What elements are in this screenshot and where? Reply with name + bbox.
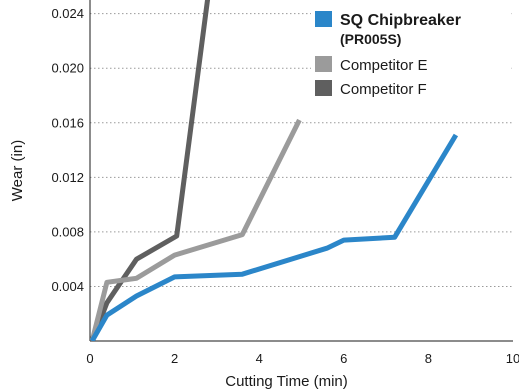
- y-tick-label-4: 0.020: [51, 61, 84, 76]
- legend-label-competitor-f: Competitor F: [340, 81, 427, 98]
- y-axis-label: Wear (in): [9, 140, 26, 201]
- series-line-sq-chipbreaker: [90, 133, 459, 341]
- series-line-competitor-e: [90, 118, 302, 341]
- y-tick-label-0: 0.004: [51, 279, 84, 294]
- y-tick-label-5: 0.024: [51, 6, 84, 21]
- legend-sublabel-sq-chipbreaker: (PR005S): [340, 31, 401, 47]
- x-tick-label-1: 2: [171, 351, 178, 366]
- legend-swatch-competitor-f: [315, 80, 332, 96]
- x-tick-label-0: 0: [86, 351, 93, 366]
- axes-layer: [89, 0, 513, 342]
- x-axis-label: Cutting Time (min): [225, 373, 348, 389]
- series-line-competitor-f: [90, 0, 211, 341]
- x-tick-label-2: 4: [256, 351, 263, 366]
- legend-swatch-competitor-e: [315, 56, 332, 72]
- legend-label-competitor-e: Competitor E: [340, 57, 428, 74]
- y-tick-label-2: 0.012: [51, 170, 84, 185]
- legend: SQ Chipbreaker (PR005S) Competitor E Compet…: [311, 4, 511, 100]
- x-tick-label-5: 10: [506, 351, 519, 366]
- legend-label-sq-chipbreaker: SQ Chipbreaker: [340, 12, 461, 29]
- legend-swatch-sq-chipbreaker: [315, 11, 332, 27]
- y-tick-label-3: 0.016: [51, 115, 84, 130]
- label-layer: 0.004 0.008 0.012 0.016 0.020 0.024 0 2 4 6 8 10 Cut…: [9, 6, 519, 389]
- y-tick-label-1: 0.008: [51, 224, 84, 239]
- x-tick-label-3: 6: [340, 351, 347, 366]
- x-tick-label-4: 8: [425, 351, 432, 366]
- legend-background: [311, 4, 511, 100]
- series-layer: [90, 0, 459, 341]
